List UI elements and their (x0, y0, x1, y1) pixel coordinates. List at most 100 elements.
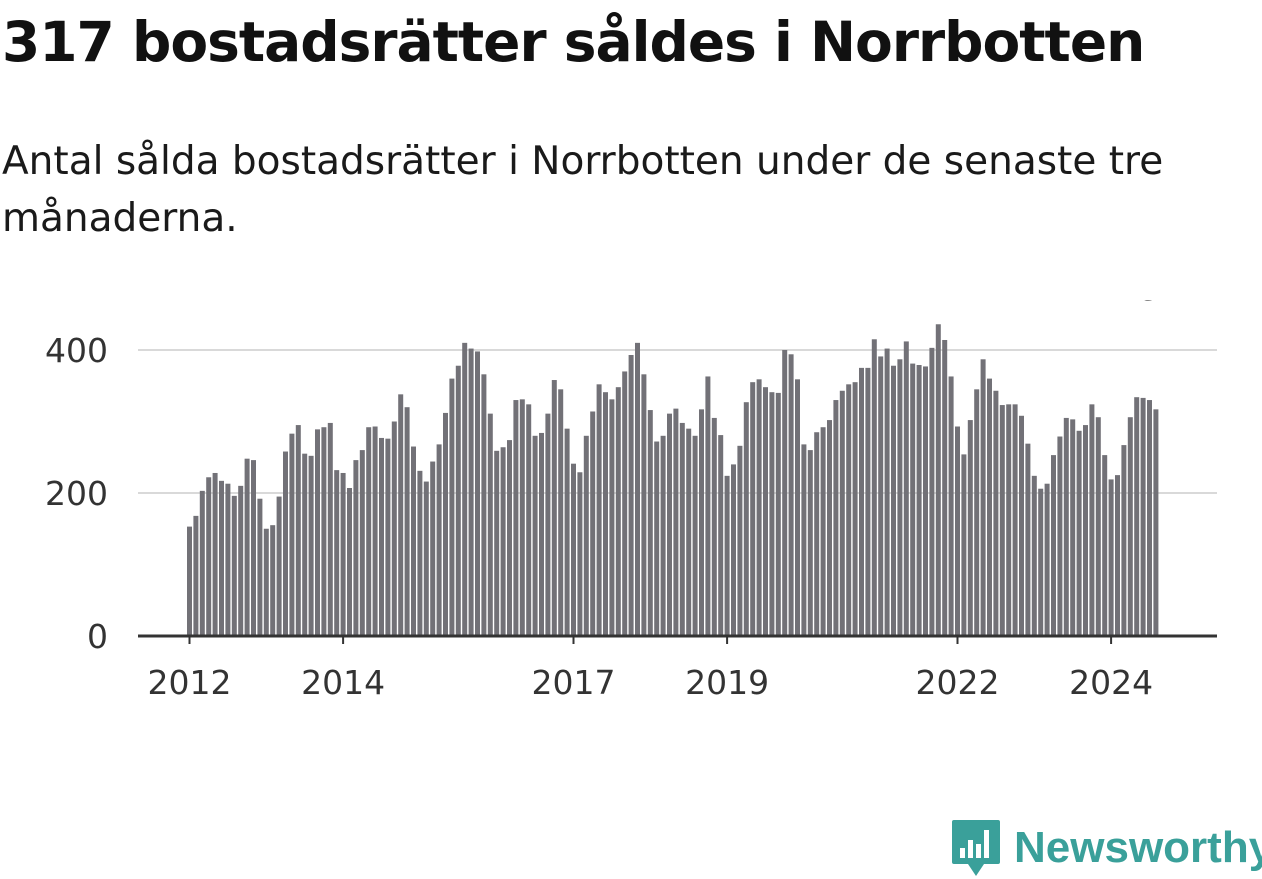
bar (647, 410, 653, 636)
bar (654, 441, 660, 636)
bar (628, 355, 634, 636)
bar (615, 387, 621, 636)
bar (737, 445, 743, 636)
bar (231, 495, 237, 636)
bar (859, 367, 864, 636)
bar (609, 399, 615, 636)
bar (1006, 404, 1012, 636)
bar (692, 435, 698, 636)
bar (334, 470, 340, 636)
bar (795, 379, 800, 636)
bar (187, 526, 192, 636)
bar (1044, 483, 1050, 636)
bar (1089, 404, 1095, 636)
bar (295, 425, 301, 636)
bar (411, 446, 416, 636)
bar (455, 365, 461, 636)
bar (1051, 455, 1056, 636)
bar (359, 450, 365, 636)
bar (1019, 415, 1024, 636)
bar (532, 435, 538, 636)
bar (462, 342, 468, 636)
bar (1025, 443, 1031, 636)
bar (782, 350, 788, 636)
bar (1076, 430, 1082, 636)
bar (903, 341, 909, 636)
highlight-value-label: 317 (1139, 300, 1202, 308)
bar (519, 399, 525, 636)
bar (1121, 445, 1127, 636)
bar (481, 374, 487, 636)
bar (699, 409, 704, 636)
bar (219, 480, 224, 636)
bar (199, 490, 205, 636)
bar (871, 339, 877, 636)
bar (283, 451, 288, 636)
bar (763, 387, 768, 636)
bar (622, 371, 628, 636)
bar (302, 453, 308, 636)
newsworthy-logo: Newsworthy (950, 818, 1262, 878)
bar (942, 339, 948, 636)
bar (315, 429, 320, 636)
bar (487, 413, 493, 636)
bar (769, 392, 775, 636)
bar (1115, 475, 1120, 636)
bar (1063, 417, 1069, 636)
bar (673, 408, 679, 636)
bar (1134, 397, 1140, 636)
bar (244, 458, 250, 636)
bar (910, 363, 916, 636)
bar (212, 472, 218, 636)
bar (999, 405, 1005, 636)
bar (571, 463, 576, 636)
bar (641, 374, 647, 636)
bar (756, 379, 762, 636)
bar (398, 394, 404, 636)
bar (897, 359, 903, 636)
bar (526, 404, 532, 636)
bar (276, 496, 282, 636)
bar (513, 400, 519, 636)
bar (1127, 417, 1133, 636)
bar (775, 392, 781, 636)
bar (436, 444, 442, 636)
bar (878, 356, 884, 636)
y-tick-label: 200 (45, 474, 108, 513)
bar (667, 413, 672, 636)
bar (961, 454, 967, 636)
bar (443, 412, 448, 636)
bar (225, 483, 231, 636)
chart-subtitle: Antal sålda bostadsrätter i Norrbotten u… (2, 139, 1164, 241)
y-tick-label: 0 (87, 617, 108, 656)
bar (1083, 425, 1088, 636)
bar (551, 380, 557, 636)
bar (327, 422, 333, 636)
bar (935, 324, 941, 636)
bar (827, 420, 832, 636)
bar (379, 437, 384, 636)
bar (948, 376, 954, 636)
bar (839, 390, 845, 636)
logo-text: Newsworthy (1014, 823, 1262, 872)
bar (545, 413, 551, 636)
bar (590, 411, 596, 636)
bar (564, 428, 570, 636)
bar (929, 347, 935, 636)
bar (475, 351, 480, 636)
x-tick-label: 2014 (301, 663, 385, 702)
bar (193, 515, 199, 636)
bar (923, 366, 928, 636)
x-tick-label: 2017 (532, 663, 616, 702)
bar (788, 354, 794, 636)
bar (251, 460, 256, 636)
bar (1095, 417, 1101, 636)
bar-chart: 0 200 400 2012 2014 2017 2019 2022 2024 317 (45, 300, 1217, 702)
bar (955, 426, 960, 636)
bar (308, 455, 314, 636)
bar (1108, 479, 1114, 636)
bar (750, 382, 756, 636)
bar (846, 384, 852, 636)
bar (423, 481, 429, 636)
bars (187, 324, 1159, 636)
